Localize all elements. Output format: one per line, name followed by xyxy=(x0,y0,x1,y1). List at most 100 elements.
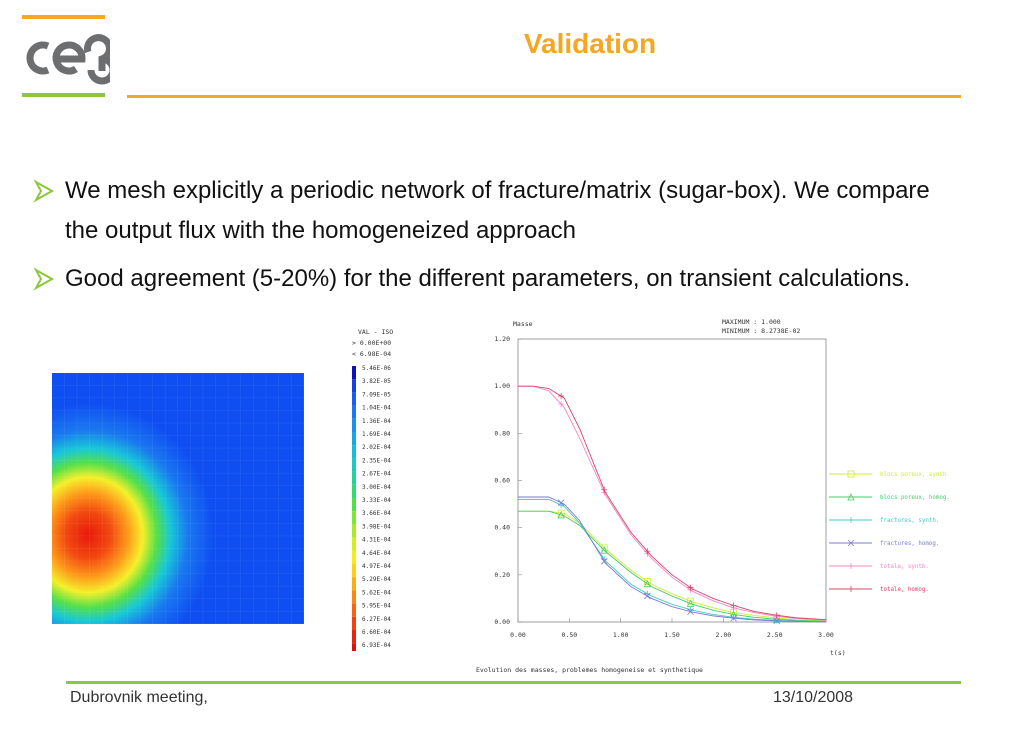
series-marker xyxy=(730,614,737,621)
scale-swatch xyxy=(352,458,356,472)
scale-label: 2.67E-04 xyxy=(362,471,391,478)
series-marker xyxy=(600,546,608,554)
footer-date: 13/10/2008 xyxy=(773,689,854,706)
series-marker xyxy=(601,486,608,493)
series-marker xyxy=(773,617,781,625)
series-marker xyxy=(848,586,854,592)
cea-logo xyxy=(18,30,117,86)
bullet-1-text: We mesh explicitly a periodic network of… xyxy=(65,177,930,244)
series-line-0 xyxy=(518,510,827,622)
series-marker xyxy=(847,539,855,547)
scale-label: 1.04E-04 xyxy=(362,405,391,412)
scale-swatch xyxy=(352,471,356,485)
arrow-bullet-icon xyxy=(33,267,55,291)
legend-label: blocs poreux, homog. xyxy=(880,495,950,501)
series-line-4 xyxy=(518,385,827,621)
scale-label: 3.82E-05 xyxy=(362,378,391,385)
title-underline xyxy=(127,95,961,98)
scale-swatch xyxy=(352,616,356,630)
x-tick-label: 0.50 xyxy=(562,631,578,639)
scale-swatch xyxy=(352,577,356,591)
logo-bottom-bar xyxy=(22,93,105,97)
scale-label: 2.02E-04 xyxy=(362,444,391,451)
x-tick-label: 2.50 xyxy=(767,631,783,639)
scale-label: 1.36E-04 xyxy=(362,418,391,425)
chart-title: Masse xyxy=(513,320,533,328)
scale-label: 6.27E-04 xyxy=(362,616,391,623)
scale-label: 6.93E-04 xyxy=(362,642,391,649)
scale-label: 3.33E-04 xyxy=(362,497,391,504)
scale-swatch xyxy=(352,603,356,617)
scale-header-1: VAL - ISO xyxy=(358,328,393,336)
scale-swatch xyxy=(352,590,356,604)
series-marker xyxy=(600,544,608,552)
color-scale: VAL - ISO > 0.00E+00 < 6.98E-04 5.46E-06… xyxy=(340,326,430,657)
series-marker xyxy=(730,614,737,622)
scale-label: 4.31E-04 xyxy=(362,537,391,544)
scale-swatch xyxy=(352,432,356,446)
scale-header-2: > 0.00E+00 xyxy=(352,339,391,347)
footer-rule xyxy=(66,681,961,684)
arrow-bullet-icon xyxy=(33,179,55,203)
scale-swatch xyxy=(352,630,356,644)
scale-swatch xyxy=(352,484,356,498)
scale-label: 4.64E-04 xyxy=(362,550,391,557)
scale-swatch xyxy=(352,366,356,380)
series-marker xyxy=(557,499,565,506)
logo-top-bar xyxy=(22,15,105,19)
scale-swatch xyxy=(352,498,356,512)
x-tick-label: 2.00 xyxy=(716,631,732,639)
scale-swatch xyxy=(352,418,356,432)
scale-swatch xyxy=(352,405,356,419)
chart-caption: Evolution des masses, problemes homogene… xyxy=(476,666,703,674)
mass-evolution-chart: Masse MAXIMUM : 1.000 MINIMUM : 8.2738E-… xyxy=(460,316,970,680)
y-tick-label: 0.00 xyxy=(494,618,510,626)
legend-label: fractures, synth. xyxy=(880,518,939,524)
concentration-map xyxy=(52,373,304,624)
series-marker xyxy=(643,579,652,588)
scale-label: 3.66E-04 xyxy=(362,510,391,517)
series-marker xyxy=(600,558,608,565)
series-marker xyxy=(687,608,694,615)
scale-swatch xyxy=(352,550,356,564)
scale-label: 5.29E-04 xyxy=(362,576,391,583)
series-line-2 xyxy=(518,498,827,622)
scale-label: 1.69E-04 xyxy=(362,431,391,438)
series-marker xyxy=(557,509,565,517)
plot-frame xyxy=(517,338,827,623)
series-marker xyxy=(644,548,651,555)
series-marker xyxy=(847,493,855,501)
x-tick-label: 1.00 xyxy=(613,631,629,639)
series-marker xyxy=(848,517,854,523)
y-tick-label: 0.40 xyxy=(494,524,510,532)
scale-label: 3.98E-04 xyxy=(362,523,391,530)
y-tick-label: 1.20 xyxy=(494,335,510,343)
series-line-5 xyxy=(518,385,827,621)
y-tick-label: 0.60 xyxy=(494,477,510,485)
x-axis-label: t(s) xyxy=(830,649,846,657)
bullet-2-text: Good agreement (5-20%) for the different… xyxy=(65,265,911,292)
scale-swatch xyxy=(352,643,356,657)
chart-min-stat: MINIMUM : 8.2738E-02 xyxy=(722,327,800,335)
series-marker xyxy=(730,602,737,609)
series-marker xyxy=(558,393,565,400)
series-marker xyxy=(847,470,855,478)
scale-label: 4.97E-04 xyxy=(362,563,391,570)
legend-label: totale, homog. xyxy=(880,587,929,593)
scale-swatch xyxy=(352,379,356,393)
scale-label: 6.60E-04 xyxy=(362,629,391,636)
scale-label: 5.95E-04 xyxy=(362,603,391,610)
scale-header-3: < 6.98E-04 xyxy=(352,350,391,358)
series-marker xyxy=(848,563,854,569)
series-marker xyxy=(773,612,780,619)
legend-label: totale, synth. xyxy=(880,564,929,570)
x-tick-label: 3.00 xyxy=(818,631,834,639)
series-line-1 xyxy=(518,510,827,622)
series-marker xyxy=(686,599,695,607)
y-tick-label: 0.20 xyxy=(494,571,510,579)
scale-swatch xyxy=(352,564,356,578)
scale-swatch xyxy=(352,537,356,551)
x-tick-label: 1.50 xyxy=(664,631,680,639)
scale-swatch xyxy=(352,511,356,525)
scale-swatch xyxy=(352,445,356,459)
